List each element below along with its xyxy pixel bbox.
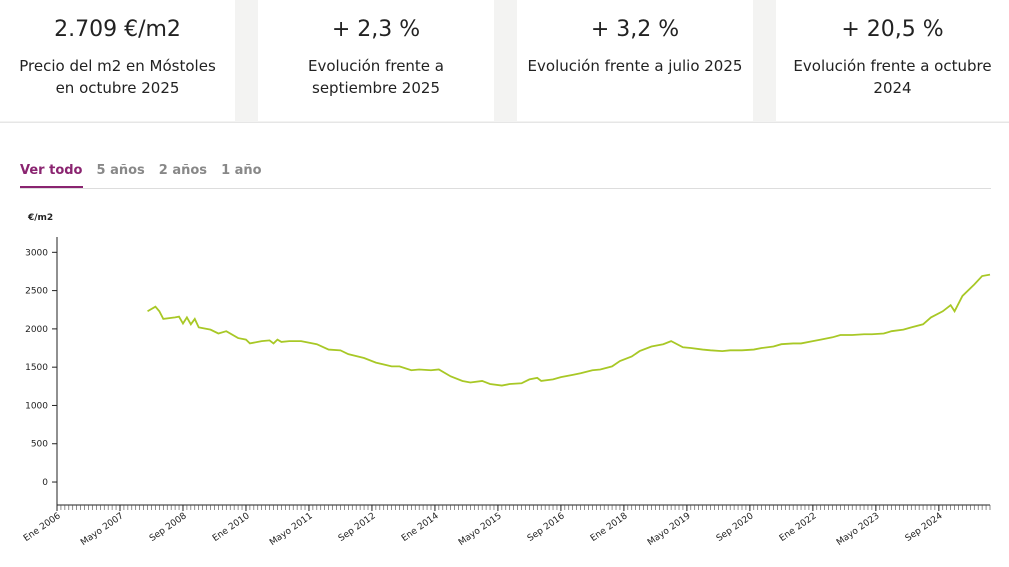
y-tick-label: 2000 bbox=[25, 325, 48, 335]
tabs: Ver todo 5 años 2 años 1 año bbox=[20, 163, 991, 189]
y-tick-label: 1000 bbox=[25, 401, 48, 411]
card-value: + 20,5 % bbox=[841, 17, 944, 42]
line bbox=[147, 273, 991, 387]
y-tick-label: 500 bbox=[31, 440, 48, 450]
card-value: + 3,2 % bbox=[590, 17, 680, 42]
x-tick-label: Ene 2018 bbox=[589, 511, 630, 544]
x-minor-ticks bbox=[56, 505, 991, 510]
y-tick-label: 1500 bbox=[25, 363, 48, 373]
x-tick-label: Sep 2016 bbox=[526, 511, 567, 544]
card-value: 2.709 €/m2 bbox=[54, 17, 181, 42]
x-tick-label: Mayo 2019 bbox=[646, 511, 693, 548]
x-tick-label: Ene 2010 bbox=[211, 511, 252, 544]
x-tick-label: Mayo 2007 bbox=[79, 511, 126, 548]
y-tick-label: 0 bbox=[42, 478, 48, 488]
card: + 2,3 % Evolución frente a septiembre 202… bbox=[258, 0, 494, 121]
tab[interactable]: Ver todo bbox=[20, 163, 83, 188]
x-tick-label: Sep 2012 bbox=[337, 511, 378, 544]
x-tick-label: Ene 2006 bbox=[22, 511, 63, 544]
card-label: Precio del m2 en Móstoles en octubre 202… bbox=[19, 57, 216, 97]
card-label: Evolución frente a septiembre 2025 bbox=[308, 57, 444, 97]
card-label: Evolución frente a octubre 2024 bbox=[793, 57, 992, 97]
y-axis-label: €/m2 bbox=[27, 213, 53, 223]
x-tick-label: Sep 2024 bbox=[904, 511, 945, 544]
x-tick-label: Sep 2008 bbox=[148, 511, 189, 544]
x-tick-label: Ene 2014 bbox=[400, 511, 441, 544]
card-label: Evolución frente a julio 2025 bbox=[527, 57, 743, 75]
card: 2.709 €/m2 Precio del m2 en Móstoles en o… bbox=[0, 0, 235, 121]
tab[interactable]: 1 año bbox=[221, 163, 262, 178]
x-tick-label: Mayo 2011 bbox=[268, 511, 315, 548]
x-tick-label: Ene 2022 bbox=[778, 511, 819, 544]
y-tick-label: 3000 bbox=[25, 248, 48, 258]
y-tick-label: 2500 bbox=[25, 287, 48, 297]
tab[interactable]: 5 años bbox=[96, 163, 145, 178]
card: + 20,5 % Evolución frente a octubre 2024 bbox=[776, 0, 1009, 121]
tab[interactable]: 2 años bbox=[158, 163, 208, 178]
summary: 2.709 €/m2 Precio del m2 en Móstoles en o… bbox=[0, 0, 1009, 123]
x-tick-label: Mayo 2023 bbox=[835, 511, 882, 548]
x-tick-label: Mayo 2015 bbox=[457, 511, 504, 548]
x-tick-label: Sep 2020 bbox=[715, 511, 756, 544]
chart: €/m2 0 500 1000 1500 2000 2500 3000 Ene 2006 Mayo… bbox=[22, 213, 991, 548]
card: + 3,2 % Evolución frente a julio 2025 bbox=[517, 0, 753, 121]
card-value: + 2,3 % bbox=[331, 17, 421, 42]
